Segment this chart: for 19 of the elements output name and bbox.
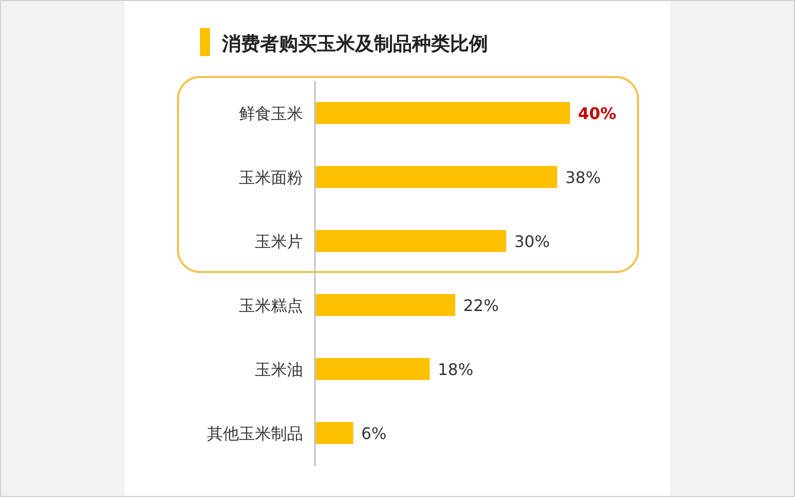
data-label: 38% [565,168,601,187]
data-label: 6% [361,424,387,443]
chart-title: 消费者购买玉米及制品种类比例 [221,33,488,55]
data-label: 22% [463,296,499,315]
bar [315,294,456,316]
y-tick-label: 其他玉米制品 [207,424,303,443]
bar [315,230,506,252]
data-label: 18% [438,360,474,379]
bar [315,102,570,124]
data-label: 40% [578,104,616,123]
bar [315,166,558,188]
bar [315,422,354,444]
bar [315,358,430,380]
y-tick-label: 玉米面粉 [239,168,303,187]
y-tick-label: 玉米油 [255,360,303,379]
data-label: 30% [514,232,550,251]
y-tick-label: 玉米片 [255,232,303,251]
y-tick-label: 玉米糕点 [239,296,303,315]
y-tick-label: 鲜食玉米 [239,104,303,123]
